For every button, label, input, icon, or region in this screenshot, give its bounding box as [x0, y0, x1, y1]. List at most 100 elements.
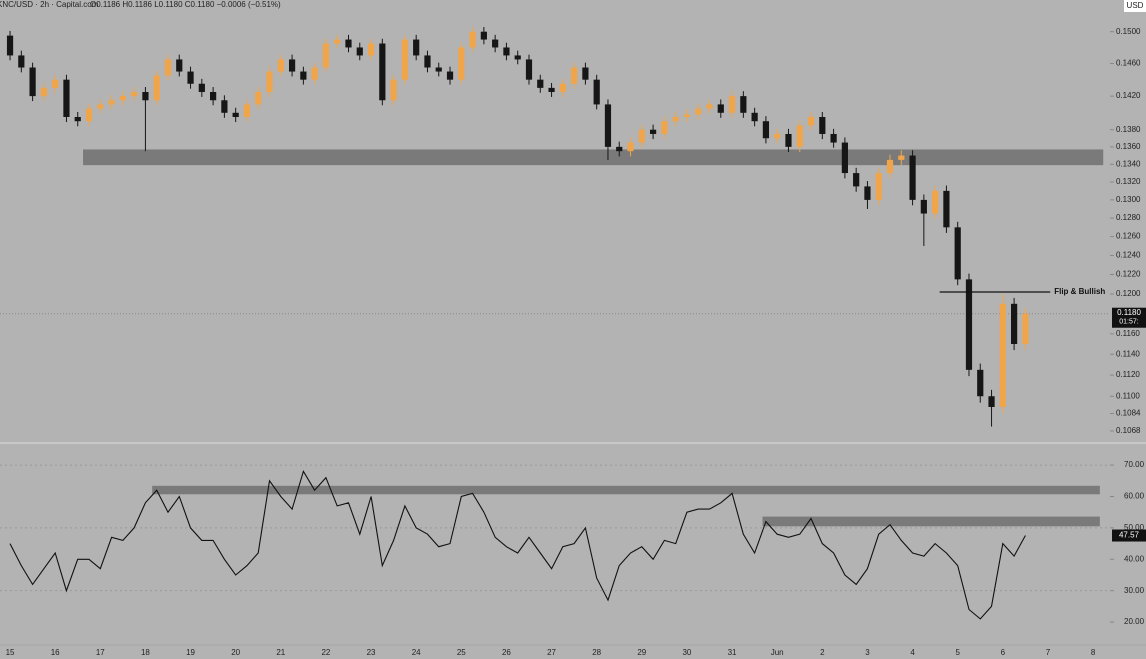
candle-body: [728, 96, 736, 113]
candle-body: [582, 67, 589, 80]
candle-body: [932, 190, 939, 214]
candle-body: [1011, 303, 1018, 344]
rsi-y-tick-label: 50.00: [1124, 523, 1145, 532]
x-tick-label: 19: [186, 648, 195, 657]
candle-body: [97, 104, 104, 109]
rsi-line: [9, 470, 1026, 620]
rsi-y-tick-label: 70.00: [1124, 460, 1145, 469]
candle-body: [774, 133, 781, 139]
x-tick-label: 16: [51, 648, 60, 657]
candle-body: [988, 396, 995, 407]
candle-body: [153, 75, 160, 101]
rsi-y-tick-label: 30.00: [1124, 586, 1145, 595]
candle-body: [277, 59, 284, 72]
candle-body: [288, 59, 296, 72]
symbol: KNC/USD · 2h · Capital.com: [0, 0, 99, 9]
y-tick-label: 0.1260: [1116, 232, 1141, 241]
x-tick-label: 5: [955, 648, 960, 657]
candle-body: [683, 114, 691, 117]
candle-body: [649, 129, 657, 134]
candle-body: [514, 55, 521, 60]
candle-body: [356, 47, 363, 56]
x-tick-label: 3: [865, 648, 870, 657]
candle-body: [187, 71, 194, 84]
x-tick-label: 22: [321, 648, 330, 657]
rsi-y-tick-label: 60.00: [1124, 492, 1145, 501]
candle-body: [446, 71, 454, 80]
candle-body: [458, 47, 465, 80]
candle-body: [119, 96, 126, 101]
candle-body: [469, 31, 476, 48]
candle-body: [627, 142, 634, 152]
y-tick-label: 0.1320: [1116, 177, 1141, 186]
candle-body: [311, 67, 318, 80]
candle-body: [6, 35, 14, 56]
candle-body: [920, 199, 927, 214]
candle-body: [131, 91, 138, 97]
candle-body: [853, 173, 860, 187]
candle-body: [537, 79, 544, 88]
rsi-value-tag: [1112, 529, 1146, 542]
candle-body: [413, 39, 420, 56]
x-tick-label: 23: [367, 648, 376, 657]
candle-body: [796, 125, 803, 147]
candle-body: [525, 59, 533, 80]
candle-body: [503, 47, 510, 56]
candle-body: [85, 108, 93, 122]
y-tick-label: 0.1100: [1116, 391, 1140, 400]
candle-body: [401, 39, 409, 80]
candle-body: [751, 112, 758, 122]
candle-body: [717, 104, 724, 113]
candle-body: [63, 79, 70, 117]
candle-body: [367, 43, 375, 56]
candle-body: [74, 116, 81, 122]
candle-body: [255, 91, 262, 105]
candle-body: [672, 116, 679, 122]
candle-body: [164, 59, 172, 76]
candle-body: [977, 369, 984, 397]
y-tick-label: 0.1140: [1116, 349, 1140, 358]
candle-body: [322, 43, 330, 68]
x-tick-label: 29: [637, 648, 646, 657]
candle-body: [435, 67, 442, 72]
y-tick-label: 0.1420: [1116, 91, 1141, 100]
candle-body: [943, 190, 950, 228]
candle-body: [176, 59, 183, 72]
candle-body: [480, 31, 487, 40]
rsi-y-tick-label: 20.00: [1124, 617, 1145, 626]
x-tick-label: 31: [728, 648, 737, 657]
candle-body: [379, 43, 386, 101]
countdown: 01:57:: [1119, 319, 1139, 326]
candle-body: [221, 100, 228, 113]
candle-body: [1022, 313, 1029, 344]
x-tick-label: 20: [231, 648, 240, 657]
candle-body: [819, 116, 826, 134]
y-tick-label: 0.1280: [1116, 213, 1141, 222]
y-tick-label: 0.1120: [1116, 370, 1140, 379]
x-tick-label: 27: [547, 648, 556, 657]
candle-body: [740, 96, 747, 113]
candle-body: [40, 87, 47, 97]
candle-body: [345, 39, 352, 48]
x-tick-label: 18: [141, 648, 150, 657]
candle-body: [559, 83, 566, 92]
y-tick-label: 0.1160: [1116, 329, 1140, 338]
currency-badge: [1124, 0, 1146, 12]
candle-body: [830, 133, 837, 143]
x-tick-label: 24: [412, 648, 421, 657]
last-price-tag: [1112, 307, 1146, 328]
candle-body: [706, 104, 713, 109]
rsi-zone: [762, 516, 1100, 527]
x-tick-label: 2: [820, 648, 825, 657]
candle-body: [661, 121, 668, 134]
candle-body: [604, 104, 612, 147]
candle-body: [909, 155, 916, 200]
y-tick-label: 0.1220: [1116, 270, 1141, 279]
candle-body: [390, 79, 397, 101]
candle-body: [864, 186, 871, 200]
candle-body: [616, 146, 623, 152]
x-tick-label: 7: [1046, 648, 1051, 657]
x-tick-label: 17: [96, 648, 105, 657]
